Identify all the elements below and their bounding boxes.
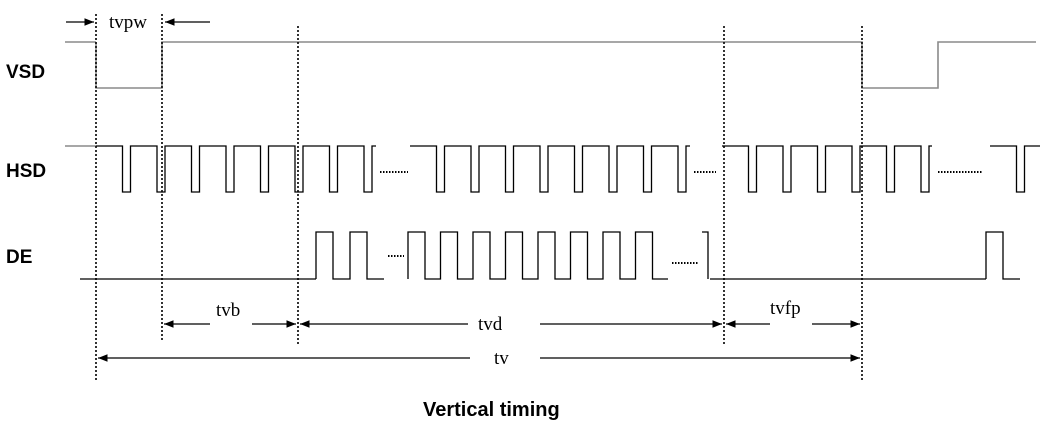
tvfp-dimension: tvfp	[726, 298, 860, 328]
diagram-caption: Vertical timing	[423, 399, 560, 421]
de-waveform	[80, 231, 1020, 280]
de-pulse-train-2	[407, 231, 668, 280]
tvd-dimension: tvd	[300, 314, 722, 335]
tvpw-dimension: tvpw	[66, 12, 210, 33]
de-label: DE	[6, 247, 32, 268]
hsd-pulse-train-3	[722, 145, 932, 193]
vsd-waveform	[65, 41, 1036, 89]
vsd-label: VSD	[6, 62, 45, 83]
hsd-pulse-train-2	[410, 145, 690, 193]
guide-lines	[95, 14, 863, 380]
hsd-pulse-train-4	[990, 145, 1040, 193]
de-pulse-train-1	[315, 231, 384, 280]
hsd-pulse-train-1	[96, 145, 376, 193]
tvfp-label: tvfp	[770, 298, 801, 319]
tvd-label: tvd	[478, 314, 503, 335]
hsd-label: HSD	[6, 161, 46, 182]
tv-dimension: tv	[98, 348, 860, 369]
tvpw-label: tvpw	[109, 12, 147, 33]
de-pulse-train-3	[985, 231, 1020, 280]
tvb-dimension: tvb	[164, 300, 296, 328]
de-last-edge	[702, 231, 709, 279]
tv-label: tv	[494, 348, 509, 369]
hsd-waveform	[65, 145, 1040, 193]
tvb-label: tvb	[216, 300, 240, 321]
